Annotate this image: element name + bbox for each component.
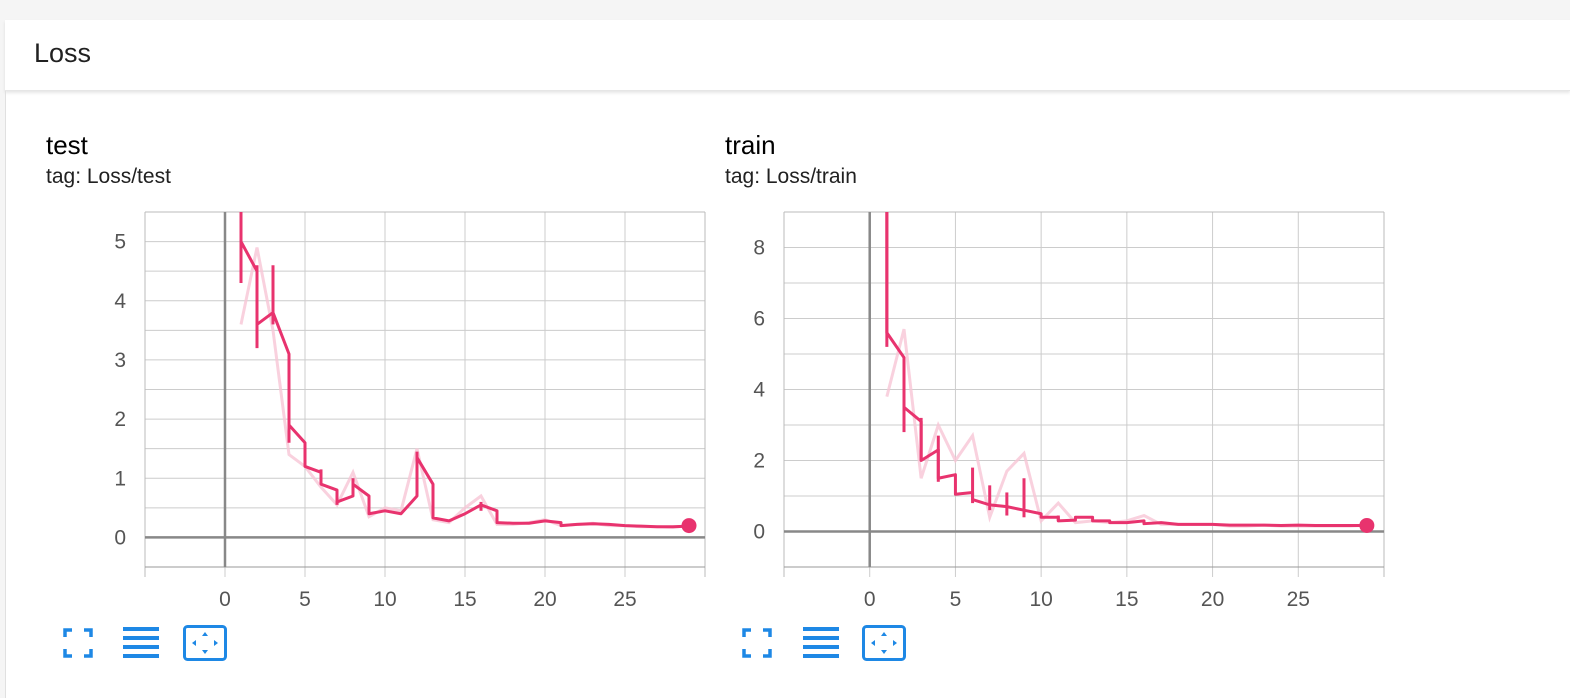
x-tick-label: 10 <box>1029 588 1052 611</box>
legend-icon <box>123 627 159 658</box>
x-tick-label: 0 <box>864 588 876 611</box>
fullscreen-button[interactable] <box>735 625 779 661</box>
y-tick-label: 2 <box>114 408 126 431</box>
y-tick-label: 0 <box>753 521 765 544</box>
x-tick-label: 25 <box>613 588 636 611</box>
section-body <box>5 91 1570 698</box>
plot-area <box>885 212 1367 528</box>
card-tag: tag: Loss/train <box>725 165 857 188</box>
legend-button[interactable] <box>119 625 163 661</box>
series-line <box>239 212 690 529</box>
last-point-marker <box>681 518 697 534</box>
x-tick-label: 20 <box>1201 588 1224 611</box>
y-tick-label: 2 <box>753 450 765 473</box>
y-tick-label: 3 <box>114 349 126 372</box>
y-tick-label: 1 <box>114 467 126 490</box>
fit-domain-button[interactable] <box>183 625 227 661</box>
x-tick-label: 5 <box>950 588 962 611</box>
fullscreen-icon <box>742 628 772 658</box>
last-point-marker <box>1359 517 1375 533</box>
fit-domain-icon <box>183 625 227 661</box>
y-tick-label: 4 <box>753 379 765 402</box>
y-tick-label: 5 <box>114 231 126 254</box>
fullscreen-button[interactable] <box>56 625 100 661</box>
legend-icon <box>803 627 839 658</box>
legend-button[interactable] <box>799 625 843 661</box>
x-tick-label: 0 <box>219 588 231 611</box>
x-tick-label: 10 <box>373 588 396 611</box>
card-title: train <box>725 130 776 160</box>
card-tag: tag: Loss/test <box>46 165 171 188</box>
y-tick-label: 0 <box>114 526 126 549</box>
x-tick-label: 15 <box>1115 588 1138 611</box>
fit-domain-button[interactable] <box>862 625 906 661</box>
card-title: test <box>46 130 88 160</box>
x-tick-label: 25 <box>1287 588 1310 611</box>
fullscreen-icon <box>63 628 93 658</box>
section-title: Loss <box>34 38 92 68</box>
loss-section: Loss <box>5 20 1570 698</box>
plot-area <box>239 212 690 529</box>
x-tick-label: 5 <box>299 588 311 611</box>
x-tick-label: 15 <box>453 588 476 611</box>
series-line <box>885 212 1367 527</box>
section-header[interactable]: Loss <box>5 20 1570 91</box>
y-tick-label: 4 <box>114 290 126 313</box>
y-tick-label: 8 <box>753 237 765 260</box>
fit-domain-icon <box>862 625 906 661</box>
x-tick-label: 20 <box>533 588 556 611</box>
y-tick-label: 6 <box>753 308 765 331</box>
